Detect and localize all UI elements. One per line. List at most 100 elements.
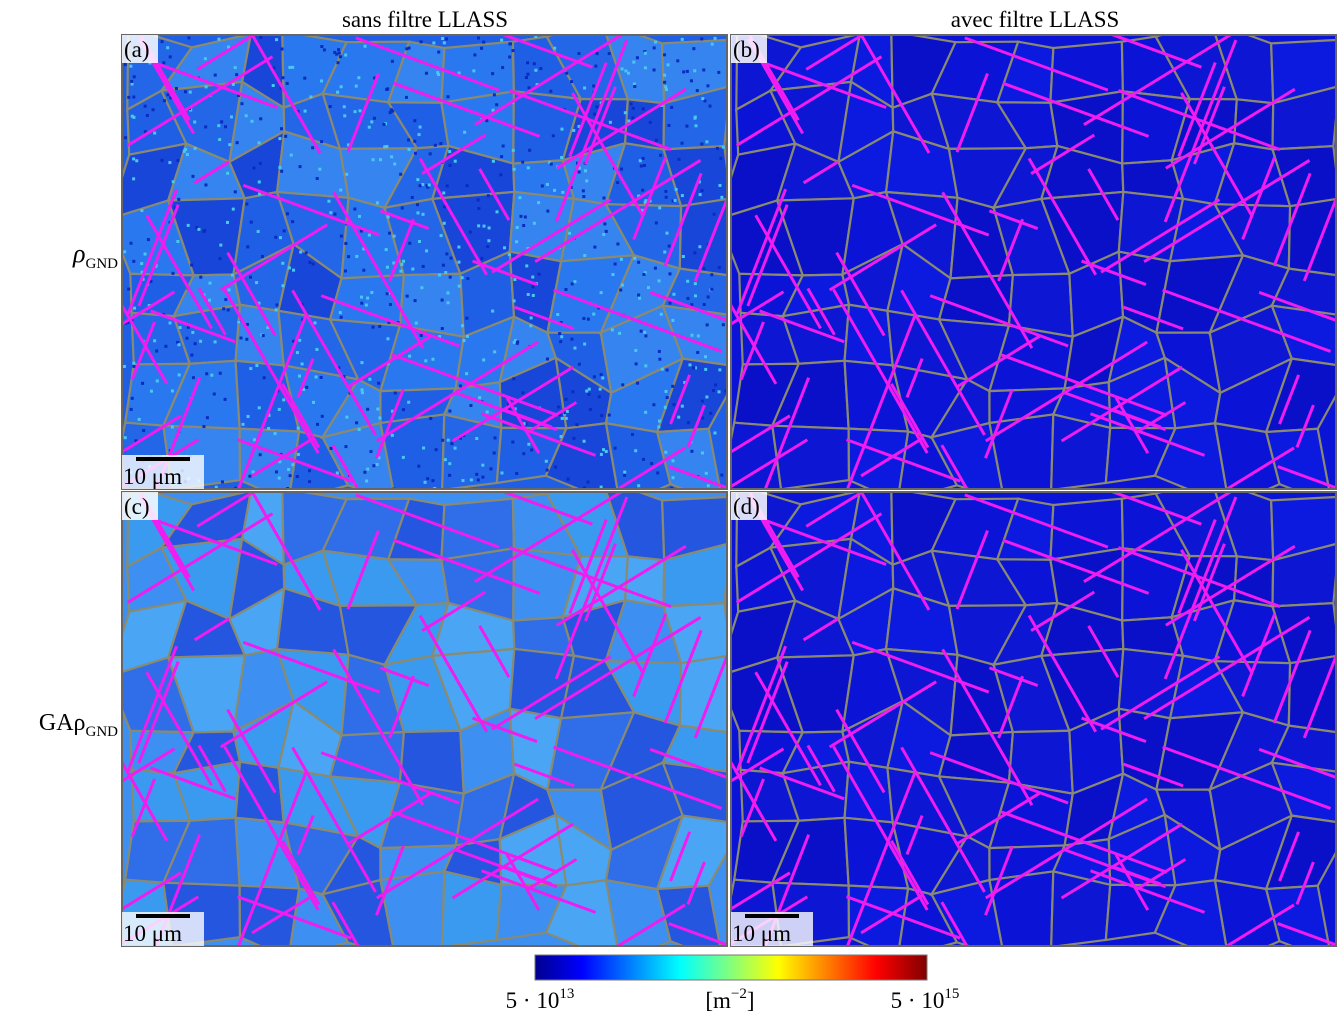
noise bbox=[491, 72, 495, 76]
noise bbox=[425, 249, 429, 253]
noise bbox=[422, 446, 426, 450]
noise bbox=[670, 486, 674, 489]
twin-boundary bbox=[568, 62, 608, 158]
noise bbox=[298, 165, 302, 169]
noise bbox=[477, 206, 481, 210]
twin-boundary bbox=[508, 89, 672, 152]
twin-boundary bbox=[984, 845, 1014, 916]
grain bbox=[1271, 144, 1336, 208]
noise bbox=[524, 76, 528, 80]
twin-boundary bbox=[1108, 492, 1202, 526]
noise bbox=[440, 326, 444, 330]
noise bbox=[378, 324, 382, 328]
noise bbox=[604, 229, 608, 233]
noise bbox=[274, 308, 278, 312]
noise bbox=[641, 107, 645, 111]
noise bbox=[204, 183, 208, 187]
noise bbox=[164, 344, 168, 348]
twin-boundary bbox=[126, 645, 179, 772]
noise bbox=[638, 159, 642, 163]
noise bbox=[508, 55, 512, 59]
twin-boundary bbox=[193, 160, 230, 185]
noise bbox=[561, 190, 565, 194]
noise bbox=[204, 125, 208, 129]
noise bbox=[721, 323, 725, 327]
noise bbox=[554, 465, 558, 469]
twin-boundary bbox=[759, 309, 845, 344]
noise bbox=[546, 209, 550, 213]
noise bbox=[487, 226, 491, 230]
noise bbox=[129, 407, 133, 411]
noise bbox=[413, 299, 417, 303]
noise bbox=[424, 71, 428, 75]
noise bbox=[441, 36, 445, 40]
noise bbox=[130, 396, 134, 400]
noise bbox=[515, 240, 519, 244]
noise bbox=[482, 40, 486, 44]
noise bbox=[601, 376, 605, 380]
noise bbox=[599, 452, 603, 456]
noise bbox=[217, 37, 221, 41]
noise bbox=[227, 45, 231, 49]
twin-boundary bbox=[193, 617, 230, 642]
twin-boundary bbox=[130, 778, 156, 838]
noise bbox=[532, 62, 536, 66]
noise bbox=[303, 109, 307, 113]
twin-boundary bbox=[1258, 747, 1336, 779]
noise bbox=[401, 455, 405, 459]
noise bbox=[320, 140, 324, 144]
noise bbox=[709, 411, 713, 415]
noise bbox=[311, 262, 315, 266]
noise bbox=[308, 480, 312, 484]
noise bbox=[515, 225, 519, 229]
colorbar-max: 5 · 1015 bbox=[891, 986, 960, 1013]
noise bbox=[592, 312, 596, 316]
noise bbox=[632, 82, 636, 86]
noise bbox=[122, 364, 126, 368]
noise bbox=[577, 124, 581, 128]
noise bbox=[599, 485, 603, 489]
noise bbox=[564, 416, 568, 420]
twin-boundary bbox=[355, 493, 500, 549]
twin-boundary bbox=[1272, 172, 1312, 267]
noise bbox=[444, 37, 448, 41]
twin-boundary bbox=[1162, 288, 1332, 353]
noise bbox=[643, 330, 647, 334]
noise bbox=[512, 167, 516, 171]
noise bbox=[129, 241, 133, 245]
twin-boundary bbox=[526, 858, 578, 891]
twin-boundary bbox=[905, 358, 924, 399]
noise bbox=[448, 462, 452, 466]
noise bbox=[407, 138, 411, 142]
twin-boundary bbox=[1277, 922, 1336, 946]
twin-boundary bbox=[1241, 156, 1277, 240]
twin-boundary bbox=[964, 36, 1109, 92]
noise bbox=[663, 250, 667, 254]
noise bbox=[255, 364, 259, 368]
noise bbox=[404, 95, 408, 99]
noise bbox=[527, 86, 531, 90]
noise bbox=[475, 437, 479, 441]
noise bbox=[519, 214, 523, 218]
noise bbox=[595, 52, 599, 56]
noise bbox=[652, 68, 656, 72]
noise bbox=[668, 272, 672, 276]
twin-boundary bbox=[956, 791, 1042, 845]
twin-boundary bbox=[505, 854, 541, 911]
noise bbox=[149, 389, 153, 393]
noise bbox=[339, 85, 343, 89]
noise bbox=[553, 46, 557, 50]
panels: (a) 10 μm (b) (c) 10 μm (d) 10 μm bbox=[121, 34, 1337, 947]
noise bbox=[336, 61, 340, 65]
noise bbox=[623, 111, 627, 115]
noise bbox=[604, 450, 608, 454]
twin-boundary bbox=[375, 340, 539, 443]
twin-boundary bbox=[491, 198, 612, 274]
noise bbox=[582, 316, 586, 320]
noise bbox=[399, 269, 403, 273]
noise bbox=[220, 120, 224, 124]
twin-boundary bbox=[331, 901, 360, 946]
twin-boundary bbox=[472, 716, 538, 743]
noise bbox=[465, 372, 469, 376]
twin-boundary bbox=[835, 708, 886, 794]
